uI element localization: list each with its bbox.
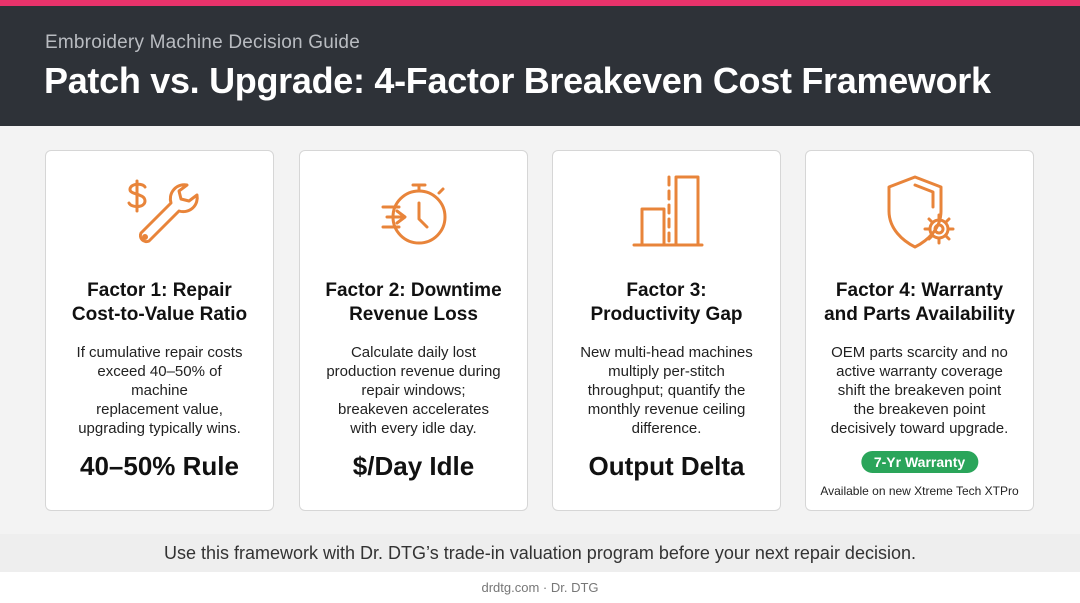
- factor-card-downtime: Factor 2: Downtime Revenue Loss Calculat…: [299, 150, 528, 511]
- card-description: Calculate daily lost production revenue …: [326, 344, 501, 437]
- factor-card-warranty: Factor 4: Warranty and Parts Availabilit…: [805, 150, 1034, 511]
- card-metric: Output Delta: [588, 451, 745, 481]
- card-description: New multi-head machines multiply per-sti…: [580, 344, 753, 437]
- card-heading: Factor 1: Repair Cost-to-Value Ratio: [71, 280, 248, 325]
- bar-chart-icon: [622, 171, 712, 257]
- badge-note: Available on new Xtreme Tech XTPro: [820, 484, 1019, 498]
- page-title: Patch vs. Upgrade: 4-Factor Breakeven Co…: [44, 60, 991, 101]
- factor-card-productivity: Factor 3: Productivity Gap New multi-hea…: [552, 150, 781, 511]
- shield-gear-icon: [875, 171, 965, 257]
- dollar-wrench-icon: [115, 171, 205, 257]
- card-description: If cumulative repair costs exceed 40–50%…: [76, 344, 243, 437]
- card-metric: 40–50% Rule: [80, 451, 239, 481]
- card-heading: Factor 3: Productivity Gap: [590, 280, 743, 325]
- page-header: Embroidery Machine Decision Guide Patch …: [0, 6, 1080, 126]
- warranty-badge: 7-Yr Warranty: [860, 451, 979, 473]
- top-accent-bar: [0, 0, 1080, 6]
- card-metric: $/Day Idle: [352, 451, 475, 481]
- page-subtitle: Embroidery Machine Decision Guide: [45, 32, 360, 53]
- footer-credit: drdtg.com · Dr. DTG: [0, 572, 1080, 603]
- card-description: OEM parts scarcity and no active warrant…: [830, 344, 1009, 437]
- stopwatch-icon: [369, 171, 459, 257]
- card-heading: Factor 2: Downtime Revenue Loss: [325, 280, 502, 325]
- factor-card-repair-cost: Factor 1: Repair Cost-to-Value Ratio If …: [45, 150, 274, 511]
- card-heading: Factor 4: Warranty and Parts Availabilit…: [824, 280, 1015, 325]
- cta-banner: Use this framework with Dr. DTG’s trade-…: [0, 534, 1080, 572]
